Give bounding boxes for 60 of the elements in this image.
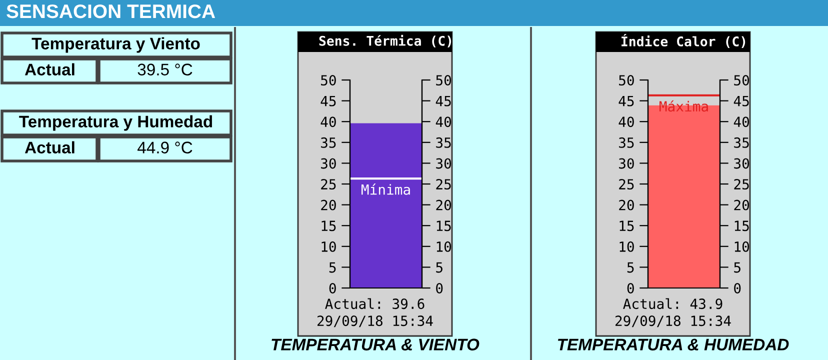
y-tick-label: 30 <box>619 158 634 169</box>
text: Actual: 39.6 <box>325 298 424 310</box>
text: TEMPERATURA & HUMEDAD <box>558 338 789 350</box>
y-tick-label: 5 <box>627 262 634 273</box>
text: Temperatura y Humedad <box>19 115 212 131</box>
y-tick-label: 5 <box>329 262 336 273</box>
y2-tick-label: 10 <box>734 241 750 252</box>
text: Temperatura y Viento <box>32 37 200 53</box>
chart-title: Índice Calor (C) <box>622 34 746 48</box>
y2-tick-label: 40 <box>734 116 750 128</box>
text: 39.5 °C <box>138 64 192 76</box>
chart-title: Sens. Térmica (C) <box>319 34 452 48</box>
y2-tick-label: 30 <box>436 158 452 169</box>
y-tick-label: 0 <box>627 283 634 294</box>
y-tick-label: 15 <box>322 220 336 232</box>
y-tick-label: 20 <box>321 200 336 210</box>
y2-tick-label: 20 <box>436 200 452 210</box>
text: 29/09/18 15:34 <box>616 316 731 328</box>
text: Actual <box>24 63 74 76</box>
y2-tick-label: 15 <box>734 220 749 232</box>
text: 29/09/18 15:34 <box>318 316 433 328</box>
y-tick-label: 25 <box>619 179 634 190</box>
y2-tick-label: 15 <box>436 220 451 232</box>
y-tick-label: 10 <box>322 241 336 252</box>
y-tick-label: 20 <box>619 200 634 210</box>
ref-line-label: Mínima <box>362 184 410 195</box>
y-tick-label: 45 <box>320 96 336 106</box>
y2-tick-label: 30 <box>734 158 750 169</box>
y2-tick-label: 25 <box>436 179 451 190</box>
y-tick-label: 35 <box>321 137 336 148</box>
y2-tick-label: 5 <box>734 262 740 273</box>
y-tick-label: 30 <box>321 158 336 169</box>
y-tick-label: 50 <box>321 75 336 86</box>
y2-tick-label: 50 <box>734 75 750 86</box>
y2-tick-label: 5 <box>436 262 442 273</box>
y-tick-label: 15 <box>620 220 634 232</box>
y2-tick-label: 35 <box>734 137 749 148</box>
y2-tick-label: 40 <box>436 116 452 128</box>
y2-tick-label: 45 <box>734 96 749 106</box>
y-tick-label: 45 <box>618 96 634 106</box>
y2-tick-label: 0 <box>734 283 741 294</box>
y2-tick-label: 45 <box>436 96 451 106</box>
text: SENSACION TERMICA <box>6 4 216 18</box>
text: TEMPERATURA & VIENTO <box>272 338 480 350</box>
y2-tick-label: 0 <box>436 283 443 294</box>
y-tick-label: 25 <box>321 179 336 190</box>
y2-tick-label: 35 <box>436 137 451 148</box>
y-tick-label: 40 <box>320 116 336 128</box>
y-tick-label: 40 <box>618 116 634 128</box>
y-tick-label: 10 <box>620 241 634 252</box>
y2-tick-label: 20 <box>734 200 750 210</box>
text: Actual: 43.9 <box>623 298 722 310</box>
y2-tick-label: 25 <box>734 179 749 190</box>
text: 44.9 °C <box>138 142 192 154</box>
y-tick-label: 0 <box>329 283 336 294</box>
text: Actual <box>24 141 74 154</box>
y-tick-label: 35 <box>619 137 634 148</box>
y-tick-label: 50 <box>619 75 634 86</box>
y2-tick-label: 50 <box>436 75 452 86</box>
y2-tick-label: 10 <box>436 241 452 252</box>
